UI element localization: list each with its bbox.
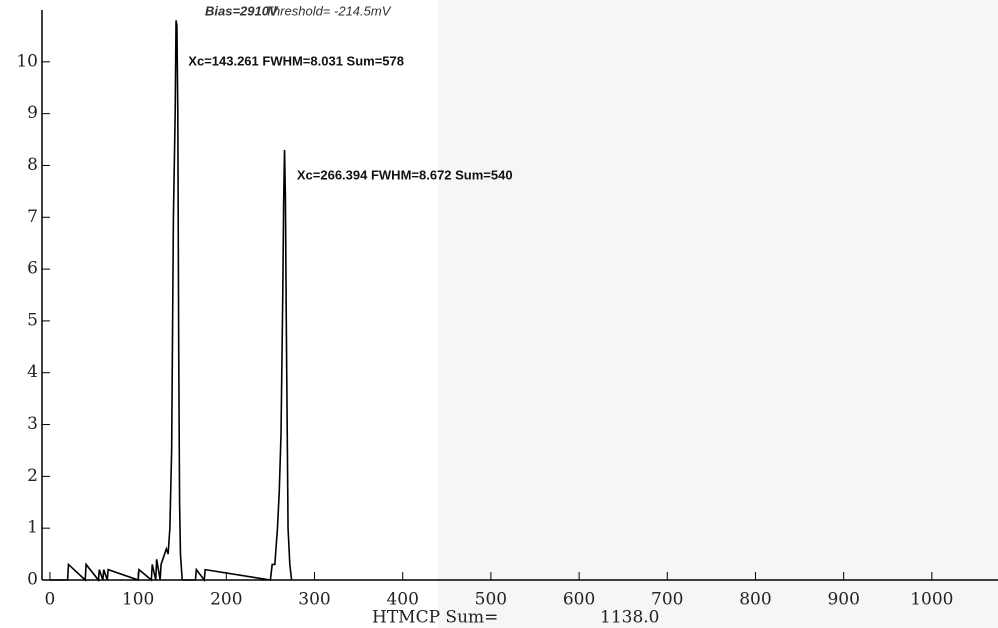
x-tick-label: 800	[739, 590, 771, 610]
y-tick-label: 4	[27, 362, 38, 382]
x-tick-label: 1000	[910, 590, 953, 610]
x-tick-label: 100	[122, 590, 154, 610]
x-tick-label: 200	[210, 590, 242, 610]
y-tick-label: 2	[27, 466, 38, 486]
y-tick-label: 10	[16, 51, 38, 71]
footer-sum: 1138.0	[600, 608, 659, 628]
y-tick-label: 9	[27, 103, 38, 123]
x-tick-label: 0	[45, 590, 56, 610]
x-tick-label: 300	[298, 590, 330, 610]
x-tick-label: 700	[651, 590, 683, 610]
footer-label: HTMCP Sum=	[372, 608, 498, 628]
y-tick-label: 5	[27, 310, 38, 330]
x-tick-label: 900	[827, 590, 859, 610]
bias-label: Bias=2910V	[205, 3, 279, 18]
x-tick-label: 600	[563, 590, 595, 610]
y-tick-label: 8	[27, 155, 38, 175]
y-tick-label: 6	[27, 259, 38, 279]
x-tick-label: 400	[386, 590, 418, 610]
y-tick-label: 3	[27, 414, 38, 434]
peak-annotation: Xc=143.261 FWHM=8.031 Sum=578	[188, 53, 404, 68]
peak-annotation: Xc=266.394 FWHM=8.672 Sum=540	[297, 167, 513, 182]
x-tick-label: 500	[475, 590, 507, 610]
y-tick-label: 7	[27, 207, 38, 227]
spectrum-line	[49, 20, 293, 583]
scan-shade	[438, 0, 998, 628]
y-tick-label: 0	[27, 570, 38, 590]
y-tick-label: 1	[27, 518, 38, 538]
threshold-label: Threshold= -214.5mV	[265, 3, 392, 18]
